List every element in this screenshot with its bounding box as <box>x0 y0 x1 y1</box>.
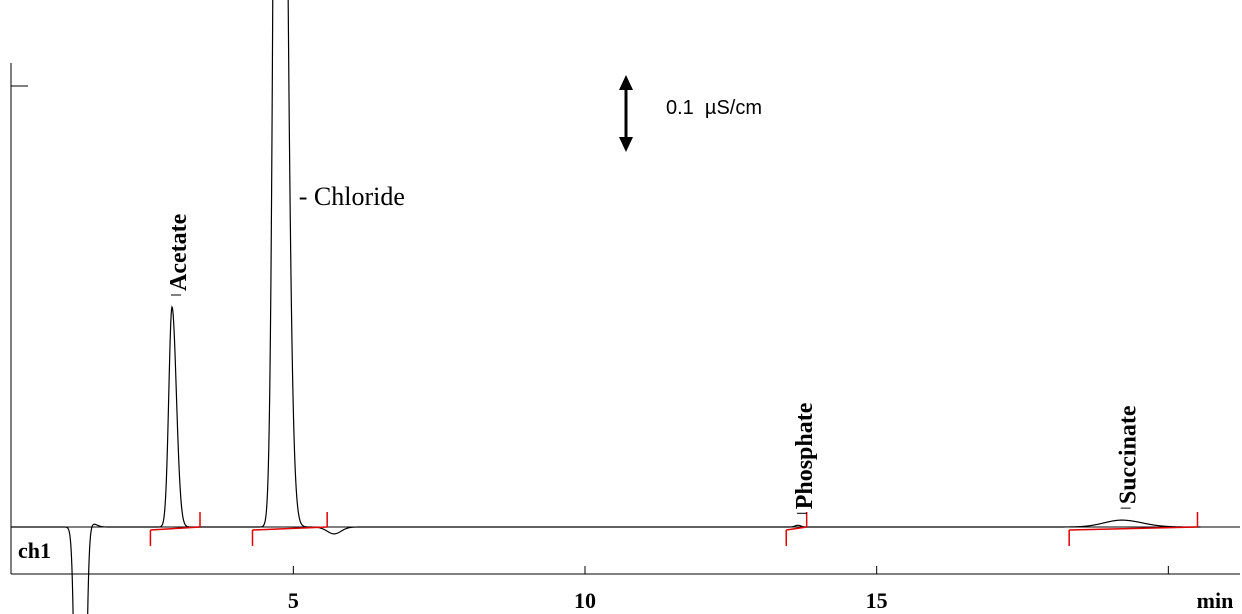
chromatogram-trace <box>11 0 1200 614</box>
scale-bar-label: 0.1 µS/cm <box>666 97 762 119</box>
scale-bar-arrow-down-icon <box>619 137 633 152</box>
peak-labels: Acetate - Chloride Phosphate Succinate <box>166 182 1142 513</box>
peak-label-acetate: Acetate <box>166 213 192 291</box>
x-axis-tick-labels: 5 10 15 min <box>288 588 1234 613</box>
scale-bar-arrow-up-icon <box>619 75 633 90</box>
peak-label-phosphate: Phosphate <box>792 402 818 509</box>
channel-label: ch1 <box>18 538 51 563</box>
x-axis-ticks <box>293 566 1168 574</box>
peak-label-succinate: Succinate <box>1116 405 1142 504</box>
peak-label-chloride: - Chloride <box>299 182 405 211</box>
x-tick-label: 5 <box>288 588 299 613</box>
scale-bar: 0.1 µS/cm <box>619 75 762 152</box>
integration-marks <box>150 512 1197 546</box>
x-tick-label: 10 <box>574 588 596 613</box>
x-tick-label: 15 <box>866 588 888 613</box>
x-tick-label: min <box>1197 588 1234 613</box>
